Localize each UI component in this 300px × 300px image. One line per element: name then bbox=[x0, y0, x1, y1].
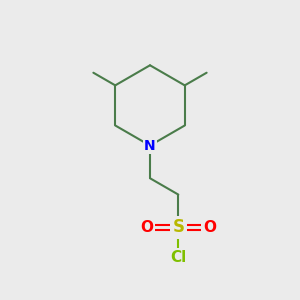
Text: S: S bbox=[172, 218, 184, 236]
Text: N: N bbox=[144, 139, 156, 152]
Text: Cl: Cl bbox=[170, 250, 186, 265]
Text: O: O bbox=[141, 220, 154, 235]
Text: O: O bbox=[203, 220, 216, 235]
